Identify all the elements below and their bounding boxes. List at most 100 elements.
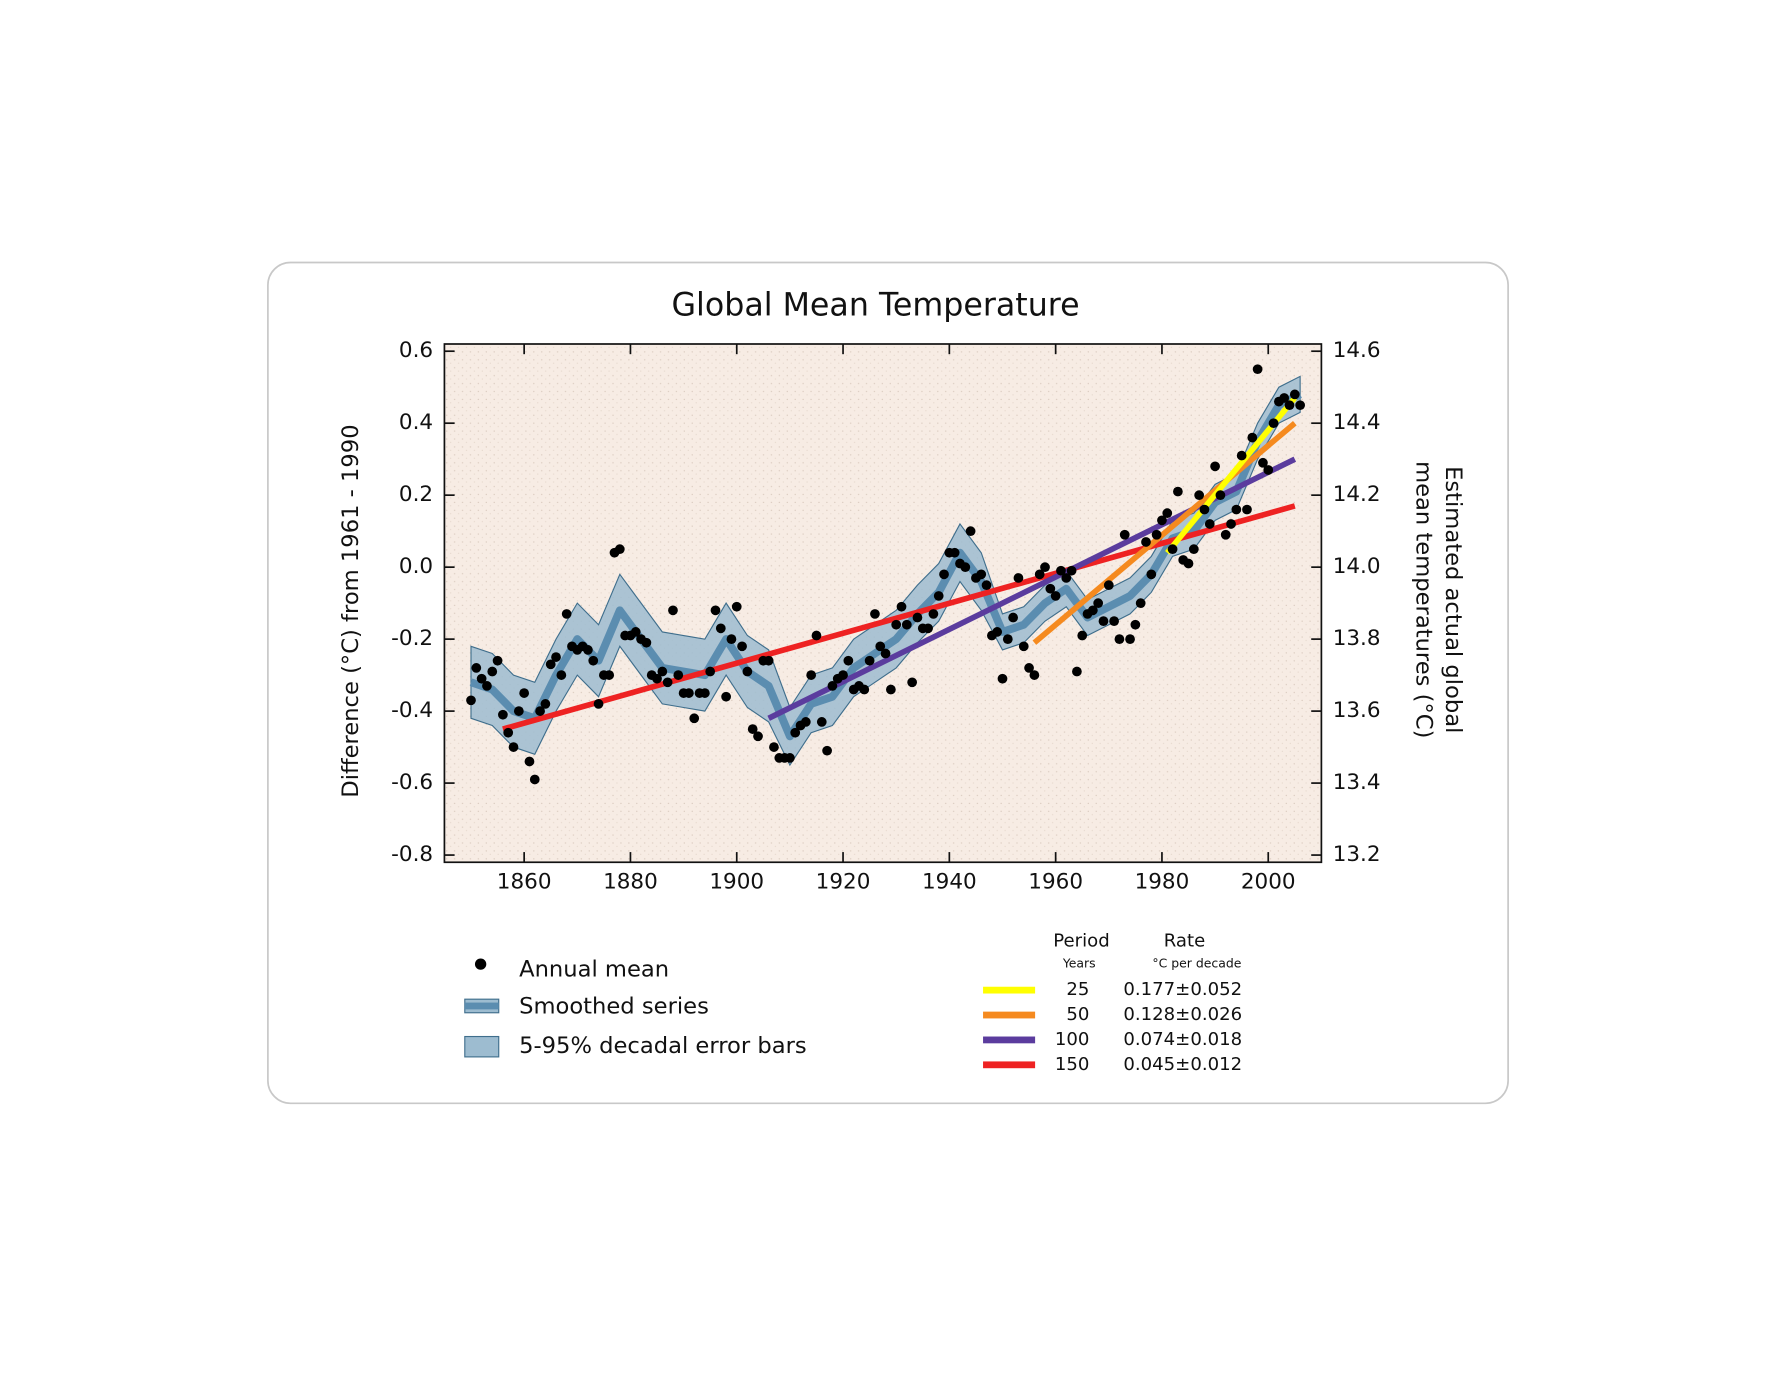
y-tick-label: 0.6 (399, 338, 433, 363)
x-tick-label: 1940 (922, 870, 977, 895)
legend-label: Smoothed series (519, 994, 709, 1020)
annual-mean-point (1013, 573, 1024, 583)
annual-mean-point (630, 627, 641, 637)
annual-mean-point (763, 655, 774, 666)
annual-mean-point (1167, 544, 1178, 555)
annual-mean-point (519, 688, 530, 698)
legend-label: Annual mean (519, 956, 669, 982)
annual-mean-point (1135, 598, 1146, 608)
annual-mean-point (1247, 432, 1258, 443)
annual-mean-point (593, 699, 604, 709)
annual-mean-point (721, 691, 731, 702)
smoothed-line (469, 390, 1302, 741)
annual-mean-point (790, 727, 801, 738)
annual-mean-point (912, 612, 923, 623)
annual-mean-point (545, 659, 556, 670)
annual-mean-point (1141, 537, 1151, 547)
annual-mean-point (1098, 616, 1109, 626)
y-tick-label: -0.8 (391, 842, 433, 867)
annual-mean-point (561, 609, 572, 619)
annual-mean-point (1146, 569, 1157, 580)
annual-mean-point (1289, 389, 1300, 400)
annual-mean-point (1061, 573, 1072, 583)
annual-mean-point (1188, 544, 1199, 555)
annual-mean-point (875, 641, 886, 652)
annual-mean-point (503, 727, 514, 738)
annual-mean-point (1114, 634, 1125, 644)
annual-mean-point (715, 623, 726, 634)
y2-tick-label: 14.2 (1333, 482, 1381, 507)
y2-axis-label: mean temperatures (°C) (1411, 461, 1437, 738)
annual-mean-point (1210, 461, 1220, 472)
axes: -0.8 -0.6 -0.4 -0.2 0.0 0.2 0.4 0.6 13.2 13.4 13.6… (391, 338, 1380, 894)
annual-mean-point (1056, 565, 1066, 576)
annual-mean-point (524, 756, 535, 767)
annual-mean-point (981, 580, 992, 591)
annual-mean-point (1040, 562, 1050, 573)
legend: Period Rate Years °C per decade Annual m… (464, 930, 1242, 1075)
table-unit: °C per decade (1152, 956, 1241, 971)
annual-mean-point (1268, 418, 1279, 429)
annual-mean-point (1162, 508, 1173, 519)
annual-mean-point (939, 569, 949, 580)
legend-swatch (983, 1061, 1036, 1069)
annual-mean-point (1215, 490, 1226, 501)
annual-mean-point (476, 673, 487, 684)
trend-line (502, 503, 1296, 732)
annual-mean-point (859, 684, 870, 695)
trend-period: 50 (1066, 1004, 1089, 1025)
annual-mean-point (811, 630, 822, 641)
annual-mean-point (1231, 504, 1242, 515)
annual-mean-point (1258, 457, 1268, 468)
y2-tick-label: 14.6 (1333, 338, 1381, 363)
annual-mean-point (949, 547, 960, 558)
annual-mean-point (870, 609, 880, 619)
annual-mean-point (1151, 529, 1162, 540)
trend-period: 150 (1055, 1054, 1090, 1075)
y-tick-label: -0.4 (391, 698, 433, 723)
annual-mean-point (508, 742, 519, 752)
annual-mean-point (1173, 486, 1183, 497)
annual-mean-point (1008, 612, 1018, 623)
x-tick-label: 1900 (709, 870, 764, 895)
annual-mean-point (901, 619, 912, 630)
annual-mean-point (1050, 591, 1061, 601)
annual-mean-point (689, 713, 700, 724)
annual-mean-point (668, 605, 678, 616)
annual-mean-point (699, 688, 710, 698)
y2-tick-label: 14.0 (1333, 554, 1381, 579)
annual-mean-point (843, 655, 854, 666)
annual-mean-point (662, 677, 673, 688)
y-tick-label: -0.6 (391, 770, 433, 795)
annual-mean-point (487, 666, 498, 677)
annual-mean-point (684, 688, 694, 698)
annual-mean-point (769, 742, 779, 752)
annual-mean-point (498, 709, 508, 720)
annual-mean-point (923, 623, 933, 634)
annual-mean-point (753, 731, 763, 742)
y-tick-label: 0.0 (399, 554, 433, 579)
annual-mean-point (864, 655, 875, 666)
annual-mean-point (976, 569, 987, 580)
trend-line (1032, 421, 1297, 645)
annual-mean-point (1002, 634, 1013, 644)
trend-period: 25 (1066, 979, 1089, 1000)
annual-mean-point (588, 655, 599, 666)
annual-mean-point (1284, 400, 1295, 411)
plot-frame (443, 343, 1323, 864)
annual-mean-point (880, 648, 891, 659)
annual-mean-point (1119, 529, 1130, 540)
annual-mean-point (731, 601, 742, 612)
annual-mean-point (673, 670, 684, 680)
annual-mean-point (891, 619, 902, 630)
annual-mean-point (1220, 529, 1231, 540)
annual-mean-point (1252, 364, 1263, 375)
annual-mean-point (816, 717, 827, 727)
annual-mean-point (540, 699, 551, 709)
trend-rate: 0.177±0.052 (1123, 979, 1242, 1000)
trend-rate: 0.128±0.026 (1123, 1004, 1242, 1025)
annual-mean-point (1279, 393, 1290, 403)
annual-mean-point (1103, 580, 1114, 591)
plot-area (444, 344, 1322, 863)
legend-swatch (983, 986, 1036, 994)
